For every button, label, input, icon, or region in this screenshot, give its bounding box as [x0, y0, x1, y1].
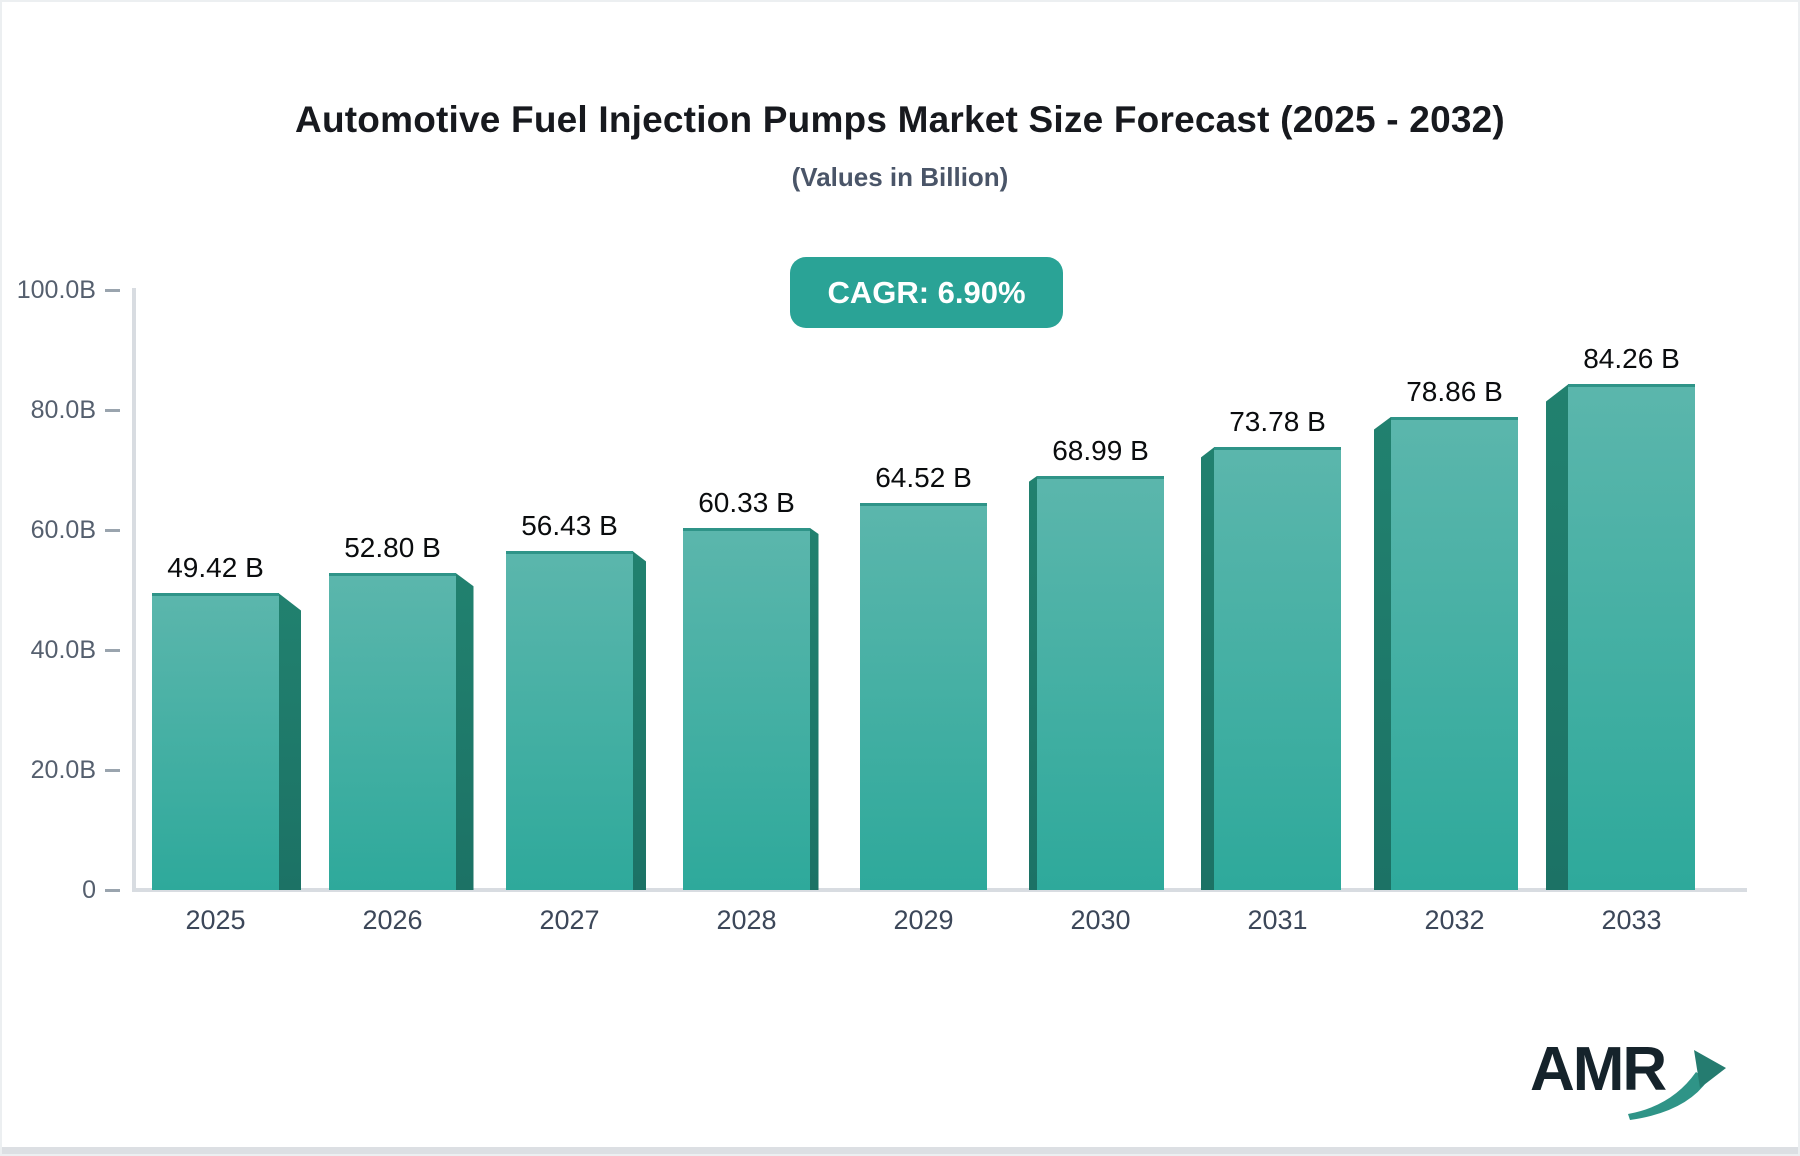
bar-2027	[506, 551, 633, 890]
bar-2026	[329, 573, 456, 890]
y-tick-dash	[105, 408, 120, 412]
y-axis-line	[132, 288, 136, 892]
bar-side-2026	[456, 573, 474, 890]
bar-2032	[1391, 416, 1518, 890]
y-tick-dash	[105, 888, 120, 892]
amr-logo-arrow-icon	[1628, 1050, 1726, 1120]
y-tick-label: 60.0B	[30, 516, 96, 544]
amr-logo-text: AMR	[1530, 1035, 1667, 1104]
x-axis-label-2027: 2027	[539, 905, 600, 935]
x-axis-label-2026: 2026	[362, 905, 423, 935]
bar-2025	[152, 593, 279, 890]
amr-logo: AMR	[1530, 1032, 1740, 1122]
bar-value-label: 60.33 B	[698, 487, 795, 519]
bar-value-label: 49.42 B	[167, 552, 264, 584]
x-axis-label-2025: 2025	[185, 905, 246, 935]
bar-2033	[1568, 384, 1695, 890]
bar-side-2025	[279, 593, 301, 890]
bar-value-label: 56.43 B	[521, 510, 618, 542]
bar-side-2027	[633, 551, 646, 890]
bar-side-2028	[810, 528, 819, 890]
bar-2028	[683, 528, 810, 890]
cagr-badge: CAGR: 6.90%	[790, 257, 1063, 328]
chart-subtitle: (Values in Billion)	[791, 162, 1009, 192]
y-tick-label: 100.0B	[16, 276, 96, 304]
x-axis-label-2032: 2032	[1424, 905, 1485, 935]
bar-value-label: 78.86 B	[1406, 375, 1503, 407]
x-axis-label-2030: 2030	[1070, 905, 1131, 935]
y-tick-dash	[105, 768, 120, 772]
x-axis-label-2029: 2029	[893, 905, 954, 935]
chart-title: Automotive Fuel Injection Pumps Market S…	[295, 99, 1505, 140]
y-tick-label: 0	[82, 876, 96, 904]
y-tick-label: 80.0B	[30, 396, 96, 424]
bar-value-label: 52.80 B	[344, 532, 441, 564]
bar-side-2033	[1546, 384, 1568, 890]
bar-side-2031	[1201, 447, 1214, 890]
y-tick-label: 20.0B	[30, 756, 96, 784]
y-tick-dash	[105, 288, 120, 292]
bar-value-label: 73.78 B	[1229, 406, 1326, 438]
bar-2031	[1214, 447, 1341, 890]
bar-side-2030	[1028, 476, 1037, 890]
bar-value-label: 64.52 B	[875, 461, 972, 493]
y-tick-dash	[105, 528, 120, 532]
bar-side-2032	[1373, 416, 1391, 890]
x-axis-label-2033: 2033	[1601, 905, 1662, 935]
bar-2029	[860, 502, 987, 890]
x-axis-label-2028: 2028	[716, 905, 777, 935]
card-bottom-edge	[2, 1147, 1798, 1154]
x-axis-label-2031: 2031	[1247, 905, 1308, 935]
y-tick-label: 40.0B	[30, 636, 96, 664]
bar-2030	[1037, 476, 1164, 890]
bar-value-label: 84.26 B	[1583, 343, 1680, 375]
x-axis-line	[132, 888, 1747, 892]
bar-value-label: 68.99 B	[1052, 435, 1149, 467]
y-tick-dash	[105, 648, 120, 652]
